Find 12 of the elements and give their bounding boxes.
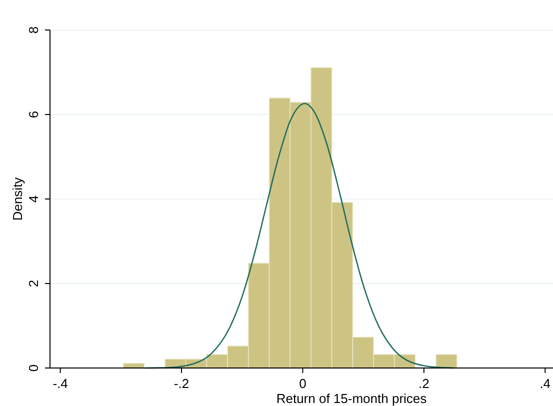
y-tick-label: 8 <box>26 26 41 34</box>
y-tick-label: 6 <box>26 110 41 118</box>
y-tick-label: 4 <box>26 195 41 203</box>
y-tick-label: 0 <box>26 364 41 372</box>
x-tick-label: -.4 <box>52 376 68 391</box>
x-tick-label: 0 <box>299 376 306 391</box>
x-tick-label: .4 <box>540 376 551 391</box>
y-axis-title: Density <box>10 176 25 221</box>
x-axis-title: Return of 15-month prices <box>276 391 428 406</box>
x-tick-label: .2 <box>418 376 430 391</box>
y-tick-label: 2 <box>26 280 41 288</box>
x-tick-label: -.2 <box>174 376 190 391</box>
